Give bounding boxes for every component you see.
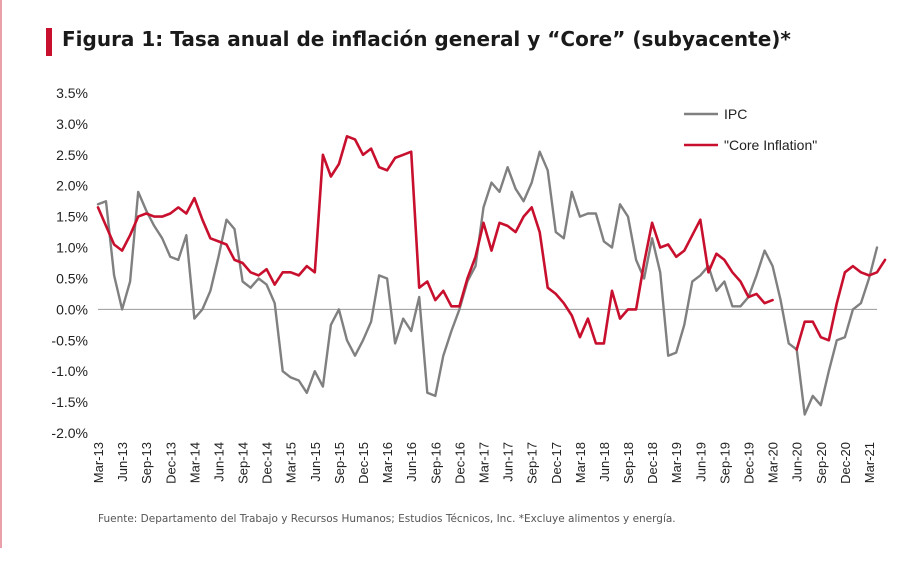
x-tick-label: Dec-15	[356, 442, 371, 484]
x-tick-label: Dec-18	[645, 442, 660, 484]
y-tick-label: 2.5%	[56, 147, 88, 163]
x-tick-label: Sep-13	[139, 442, 154, 484]
x-tick-label: Sep-20	[814, 442, 829, 484]
y-tick-label: 3.0%	[56, 116, 88, 132]
left-border-rule	[0, 0, 2, 548]
source-note: Fuente: Departamento del Trabajo y Recur…	[98, 513, 676, 525]
figure-title: Figura 1: Tasa anual de inflación genera…	[62, 27, 791, 51]
x-tick-label: Mar-21	[862, 442, 877, 483]
x-tick-label: Dec-17	[549, 442, 564, 484]
x-tick-label: Jun-15	[308, 442, 323, 482]
x-tick-label: Jun-20	[790, 442, 805, 482]
x-tick-label: Mar-16	[380, 442, 395, 483]
y-tick-label: -0.5%	[51, 332, 88, 348]
inflation-line-chart: 3.5% 3.0% 2.5% 2.0% 1.5% 1.0% 0.5% 0.0% -0.5% -1.…	[51, 85, 887, 484]
y-tick-label: 2.0%	[56, 178, 88, 194]
x-tick-label: Dec-16	[452, 442, 467, 484]
x-tick-label: Sep-18	[621, 442, 636, 484]
x-tick-label: Jun-17	[501, 442, 516, 482]
y-tick-label: -1.0%	[51, 363, 88, 379]
y-tick-label: -2.0%	[51, 425, 88, 441]
y-tick-label: 1.5%	[56, 209, 88, 225]
x-tick-label: Sep-17	[525, 442, 540, 484]
legend-label: IPC	[724, 106, 747, 122]
x-tick-label: Dec-19	[742, 442, 757, 484]
core-inflation-series-line	[795, 258, 887, 351]
x-tick-label: Sep-16	[428, 442, 443, 484]
x-tick-label: Mar-17	[476, 442, 491, 483]
x-tick-label: Mar-15	[284, 442, 299, 483]
y-tick-label: 1.0%	[56, 240, 88, 256]
x-tick-label: Mar-13	[91, 442, 106, 483]
y-tick-label: 0.0%	[56, 301, 88, 317]
title-accent-bar	[46, 28, 52, 56]
x-tick-label: Mar-19	[669, 442, 684, 483]
ipc-series-line	[96, 150, 879, 416]
x-tick-label: Jun-18	[597, 442, 612, 482]
core-inflation-series-line	[96, 135, 774, 345]
x-tick-label: Jun-19	[693, 442, 708, 482]
y-tick-label: -1.5%	[51, 394, 88, 410]
x-tick-label: Sep-19	[717, 442, 732, 484]
y-tick-label: 3.5%	[56, 85, 88, 101]
x-tick-label: Mar-20	[766, 442, 781, 483]
x-tick-label: Mar-14	[187, 442, 202, 483]
x-tick-label: Dec-20	[838, 442, 853, 484]
x-tick-label: Sep-15	[332, 442, 347, 484]
x-tick-label: Jun-13	[115, 442, 130, 482]
x-tick-label: Jun-14	[211, 442, 226, 482]
x-tick-label: Dec-13	[163, 442, 178, 484]
x-tick-label: Jun-16	[404, 442, 419, 482]
x-tick-label: Sep-14	[236, 442, 251, 484]
legend-label: "Core Inflation"	[724, 137, 817, 153]
x-tick-label: Mar-18	[573, 442, 588, 483]
y-tick-label: 0.5%	[56, 270, 88, 286]
x-tick-label: Dec-14	[260, 442, 275, 484]
